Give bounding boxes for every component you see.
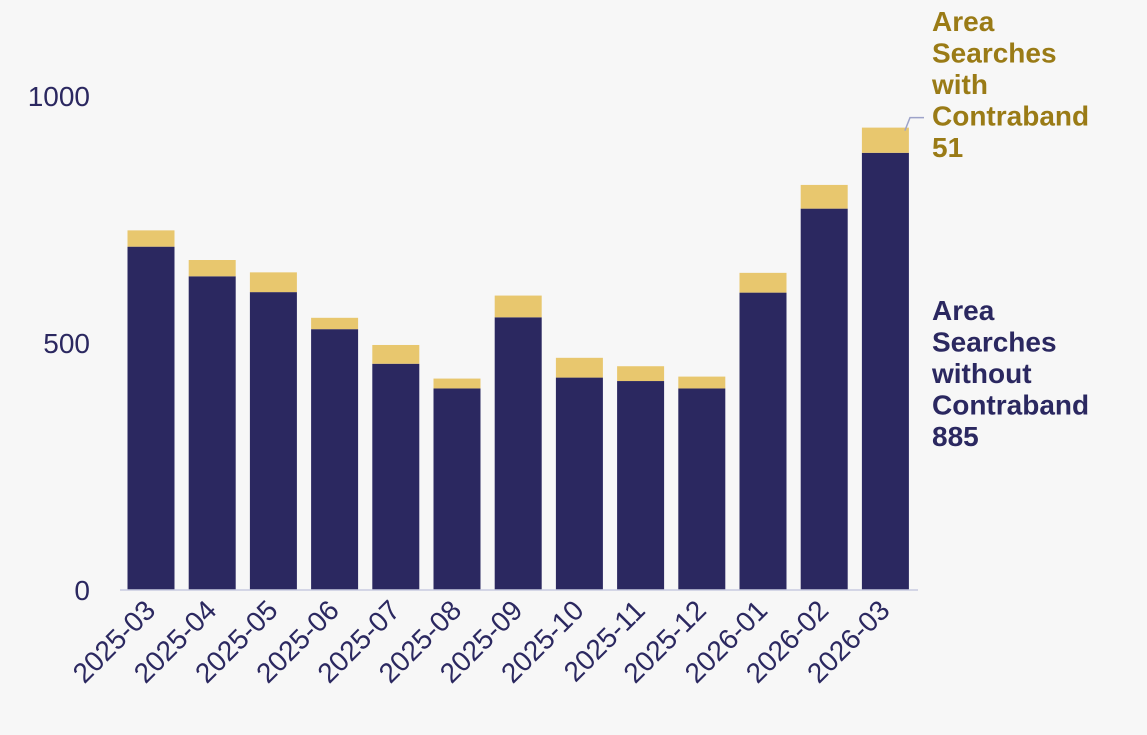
bar-without-contraband [678,388,726,590]
bar-with-contraband [617,366,665,382]
series-label-with-contraband: Contraband [932,101,1089,132]
bar-without-contraband [494,317,542,590]
y-tick-label: 0 [74,575,90,606]
series-labels: AreaSearcheswithContraband51AreaSearches… [904,6,1089,452]
series-label-without-contraband: 885 [932,421,979,452]
series-label-without-contraband: Contraband [932,390,1089,421]
bar-with-contraband [800,184,848,209]
bar-with-contraband [861,127,909,153]
series-label-with-contraband: with [931,69,988,100]
bar-with-contraband [494,295,542,318]
bar-with-contraband [249,272,297,293]
series-label-with-contraband: Area [932,6,995,37]
series-label-with-contraband: Searches [932,38,1057,69]
bar-with-contraband [555,357,603,378]
bars [127,127,909,591]
bar-without-contraband [433,388,481,590]
y-axis: 0 500 1000 [28,81,90,606]
label-leader-line [904,116,924,131]
bar-with-contraband [188,260,236,277]
series-label-without-contraband: without [931,358,1032,389]
series-label-with-contraband: 51 [932,132,963,163]
x-axis: 2025-032025-042025-052025-062025-072025-… [67,594,896,689]
bar-without-contraband [311,329,359,590]
y-tick-label: 1000 [28,81,90,112]
bar-with-contraband [433,378,481,389]
bar-without-contraband [800,208,848,590]
bar-without-contraband [555,377,603,590]
bar-without-contraband [188,276,236,590]
bar-without-contraband [249,292,297,590]
bar-without-contraband [127,246,175,591]
y-tick-label: 500 [43,328,90,359]
bar-without-contraband [861,152,909,590]
bar-without-contraband [372,363,420,590]
bar-with-contraband [127,230,175,247]
bar-with-contraband [372,344,420,364]
series-label-without-contraband: Area [932,295,995,326]
bar-with-contraband [678,376,726,389]
bar-without-contraband [739,292,787,590]
bar-with-contraband [739,272,787,293]
bar-with-contraband [311,317,359,330]
series-label-without-contraband: Searches [932,327,1057,358]
bar-without-contraband [617,381,665,590]
